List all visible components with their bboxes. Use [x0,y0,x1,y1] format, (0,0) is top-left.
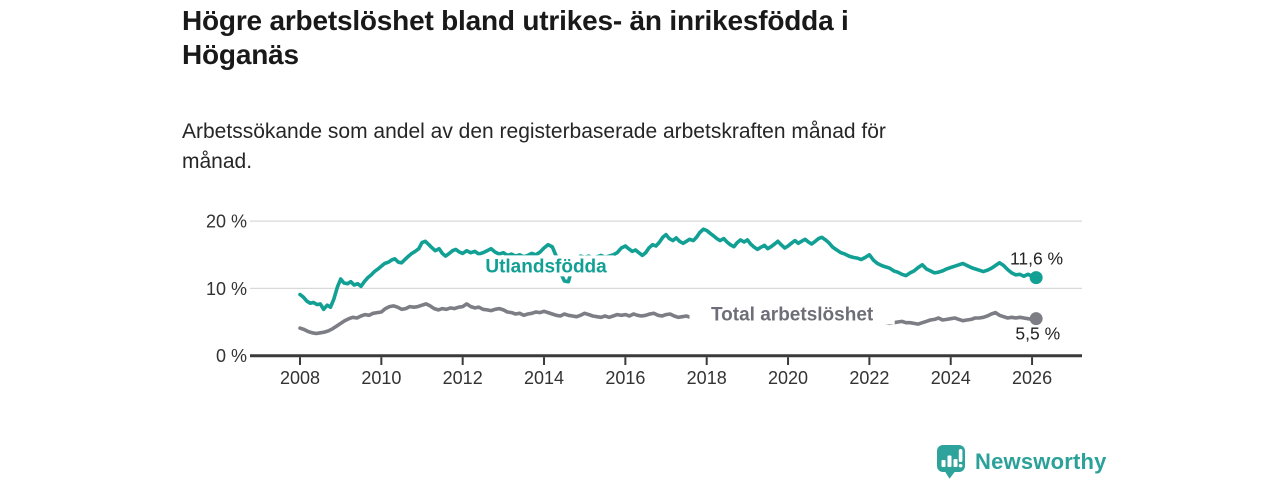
series-end-dot-1 [1029,312,1043,326]
chart-subtitle-line2: månad. [182,150,253,173]
series-label-backing-1 [689,303,895,325]
x-tick-label-2018: 2018 [687,368,727,388]
chart-title-line1: Högre arbetslöshet bland utrikes- än inr… [182,5,849,36]
y-tick-label-0: 0 % [216,346,247,366]
x-tick-label-2014: 2014 [524,368,564,388]
x-tick-label-2020: 2020 [768,368,808,388]
series-name-label-1: Total arbetslöshet [711,304,874,325]
x-tick-label-2010: 2010 [361,368,401,388]
series-name-label-0: Utlandsfödda [485,256,607,277]
y-tick-label-10: 10 % [206,279,247,299]
x-tick-label-2022: 2022 [849,368,889,388]
x-tick-label-2016: 2016 [605,368,645,388]
x-tick-label-2008: 2008 [280,368,320,388]
chart-title: Högre arbetslöshet bland utrikes- än inr… [182,4,1082,72]
series-label-backing-0 [477,255,615,277]
x-tick-label-2024: 2024 [931,368,971,388]
series-line-0 [298,227,1038,312]
series-end-value-label-0: 11,6 % [1010,249,1063,269]
series-line-1 [298,302,1038,336]
x-tick-label-2012: 2012 [443,368,483,388]
series-end-value-label-1: 5,5 % [1015,324,1060,344]
newsworthy-logo-text: Newsworthy [975,449,1107,474]
newsworthy-logo-icon [937,445,965,479]
series-end-dot-0 [1029,271,1043,285]
chart-title-line2: Höganäs [182,39,299,70]
chart-subtitle: Arbetssökande som andel av den registerb… [182,117,1082,177]
newsworthy-logo[interactable]: Newsworthy [936,444,1107,480]
x-tick-label-2026: 2026 [1012,368,1052,388]
y-tick-label-20: 20 % [206,212,247,232]
chart-subtitle-line1: Arbetssökande som andel av den registerb… [182,120,886,143]
